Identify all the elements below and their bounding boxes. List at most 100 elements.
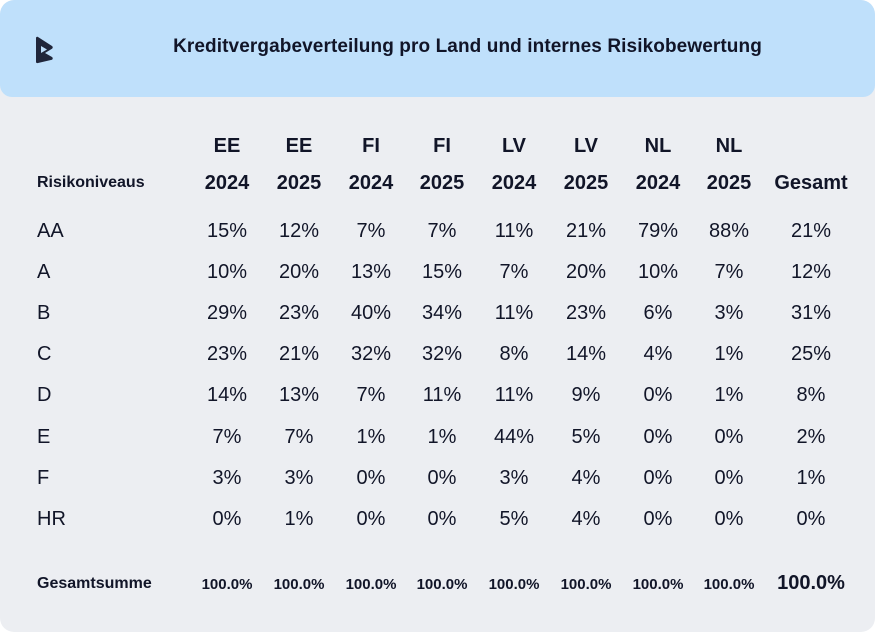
row-label: E	[37, 426, 51, 448]
total-cell: 100.0%	[560, 576, 612, 593]
column-header-country: EE	[213, 135, 241, 157]
table-cell: 9%	[571, 384, 601, 406]
table-cell: 0%	[796, 508, 826, 530]
table-cell: 7%	[284, 426, 314, 448]
table-cell: 88%	[708, 220, 750, 242]
column-header-year: 2024	[204, 172, 250, 194]
table-cell: 0%	[643, 426, 673, 448]
column-header-year: 2024	[348, 172, 394, 194]
table-cell: 0%	[643, 467, 673, 489]
table-cell: 79%	[637, 220, 679, 242]
table-cell: 10%	[206, 261, 248, 283]
table-cell: 34%	[421, 302, 463, 324]
table-cell: 14%	[206, 384, 248, 406]
column-header-year: 2025	[419, 172, 465, 194]
column-header-year: 2024	[635, 172, 681, 194]
total-cell: 100.0%	[416, 576, 468, 593]
table-cell: 15%	[206, 220, 248, 242]
table-cell: 40%	[350, 302, 392, 324]
grand-total-cell: 100.0%	[777, 572, 845, 594]
row-label: HR	[37, 508, 66, 530]
column-header-year: Gesamt	[774, 172, 848, 194]
table-cell: 23%	[565, 302, 607, 324]
table-cell: 8%	[499, 343, 529, 365]
table-cell: 0%	[212, 508, 242, 530]
table-cell: 8%	[796, 384, 826, 406]
table-cell: 0%	[714, 508, 744, 530]
table-cell: 29%	[206, 302, 248, 324]
total-cell: 100.0%	[632, 576, 684, 593]
table-cell: 1%	[796, 467, 826, 489]
table-cell: 12%	[790, 261, 832, 283]
table-cell: 0%	[643, 508, 673, 530]
row-header-label: Risikoniveaus	[37, 174, 145, 191]
row-label: B	[37, 302, 51, 324]
table-cell: 1%	[714, 343, 744, 365]
table-cell: 3%	[714, 302, 744, 324]
column-header-country: LV	[501, 135, 527, 157]
column-header-country: LV	[573, 135, 599, 157]
row-label: C	[37, 343, 52, 365]
table-cell: 6%	[643, 302, 673, 324]
table-cell: 4%	[571, 508, 601, 530]
total-cell: 100.0%	[345, 576, 397, 593]
table-cell: 23%	[278, 302, 320, 324]
total-row-label: Gesamtsumme	[37, 575, 152, 592]
table-cell: 21%	[278, 343, 320, 365]
table-cell: 11%	[494, 384, 534, 406]
table-cell: 14%	[565, 343, 607, 365]
table-cell: 11%	[422, 384, 462, 406]
table-cell: 3%	[284, 467, 314, 489]
table-cell: 15%	[421, 261, 463, 283]
total-cell: 100.0%	[201, 576, 253, 593]
table-cell: 7%	[356, 220, 386, 242]
table-cell: 21%	[790, 220, 832, 242]
table-cell: 31%	[790, 302, 832, 324]
total-cell: 100.0%	[703, 576, 755, 593]
table-cell: 44%	[493, 426, 535, 448]
table-cell: 0%	[427, 467, 457, 489]
row-label: F	[37, 467, 50, 489]
table-cell: 5%	[499, 508, 529, 530]
table-cell: 25%	[790, 343, 832, 365]
table-cell: 1%	[284, 508, 314, 530]
table-cell: 7%	[714, 261, 744, 283]
column-header-country: NL	[644, 135, 672, 157]
table-cell: 0%	[427, 508, 457, 530]
table-cell: 7%	[356, 384, 386, 406]
table-cell: 10%	[637, 261, 679, 283]
table-cell: 3%	[499, 467, 529, 489]
table-cell: 7%	[212, 426, 242, 448]
column-header-year: 2025	[563, 172, 609, 194]
column-header-year: 2024	[491, 172, 537, 194]
table-cell: 4%	[643, 343, 673, 365]
table-cell: 13%	[278, 384, 320, 406]
row-label: A	[37, 261, 51, 283]
table-cell: 7%	[427, 220, 457, 242]
table-cell: 3%	[212, 467, 242, 489]
table-cell: 11%	[494, 302, 534, 324]
table-cell: 20%	[278, 261, 320, 283]
table-cell: 1%	[714, 384, 744, 406]
table-cell: 20%	[565, 261, 607, 283]
table-cell: 2%	[796, 426, 826, 448]
brand-logo-icon	[36, 36, 53, 64]
table-cell: 12%	[278, 220, 320, 242]
total-cell: 100.0%	[273, 576, 325, 593]
table-cell: 1%	[356, 426, 386, 448]
table-cell: 4%	[571, 467, 601, 489]
column-header-year: 2025	[706, 172, 752, 194]
table-cell: 0%	[643, 384, 673, 406]
table-cell: 0%	[714, 426, 744, 448]
header-bar: Kreditvergabeverteilung pro Land und int…	[0, 0, 875, 97]
page-title: Kreditvergabeverteilung pro Land und int…	[173, 36, 762, 57]
table-cell: 5%	[571, 426, 601, 448]
total-cell: 100.0%	[488, 576, 540, 593]
table-cell: 0%	[356, 508, 386, 530]
table-cell: 32%	[350, 343, 392, 365]
table-cell: 23%	[206, 343, 248, 365]
table-cell: 1%	[427, 426, 457, 448]
row-label: D	[37, 384, 52, 406]
column-header-country: EE	[285, 135, 313, 157]
